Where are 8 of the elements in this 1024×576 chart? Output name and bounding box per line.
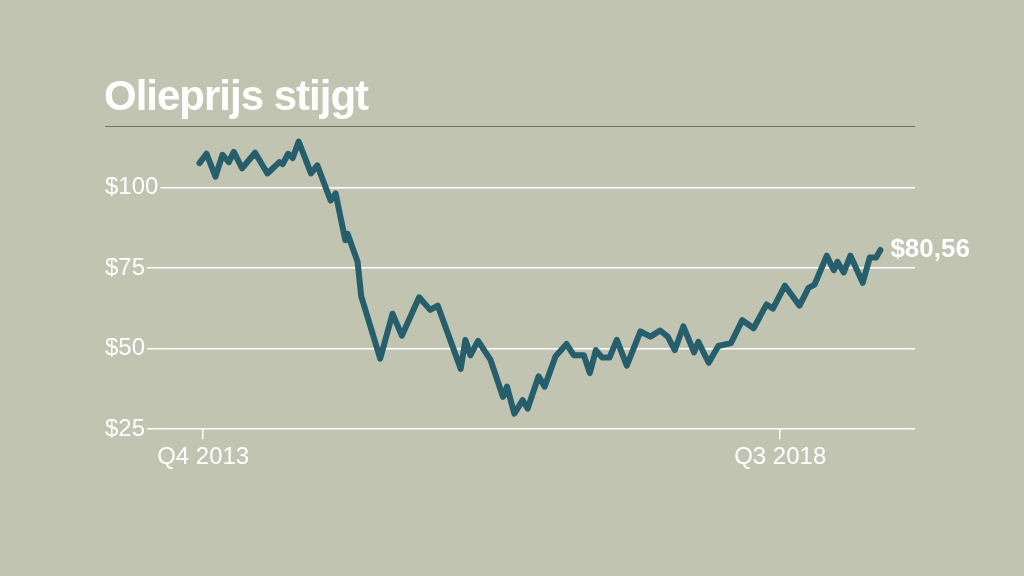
- x-tick-label: Q3 2018: [734, 442, 827, 470]
- annotation: $80,56: [890, 233, 970, 264]
- y-tick-label: $50: [105, 333, 146, 361]
- y-tick-label: $25: [105, 413, 146, 441]
- chart-title: Olieprijs stijgt: [104, 72, 369, 120]
- y-tick-label: $100: [105, 171, 159, 199]
- x-tick-label: Q4 2013: [157, 442, 250, 470]
- y-tick-label: $75: [105, 252, 146, 280]
